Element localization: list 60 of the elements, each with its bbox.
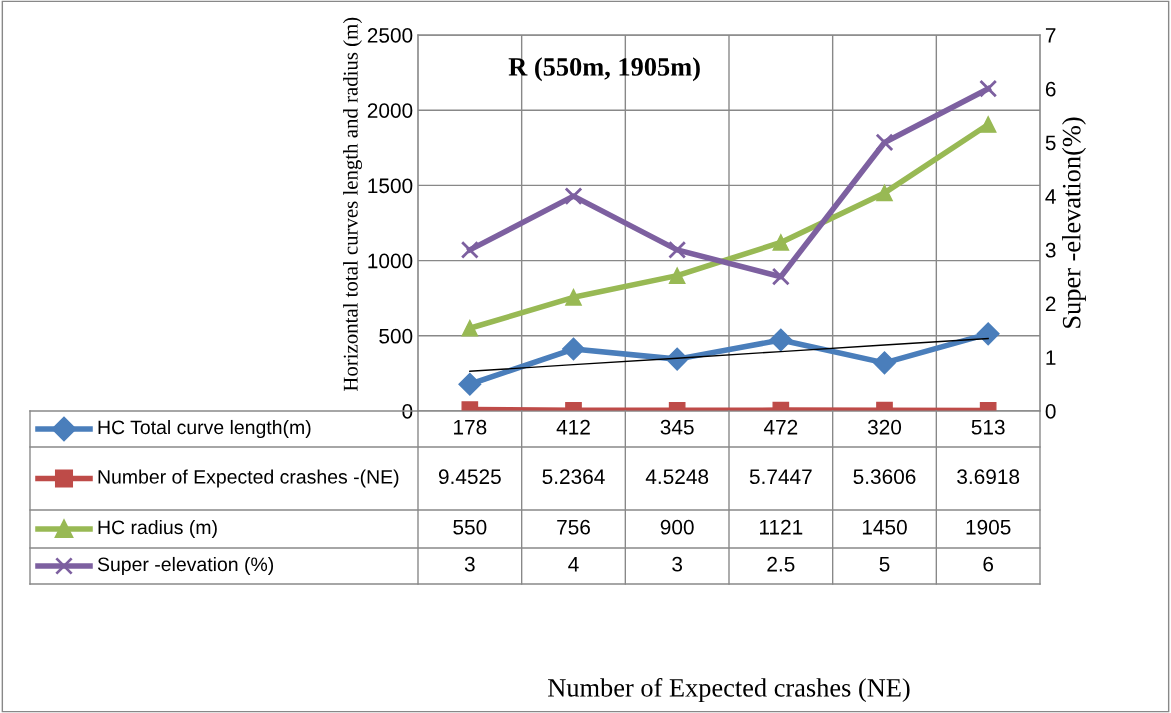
legend-label: Super -elevation (%) — [97, 556, 274, 576]
data-label: 320 — [867, 419, 902, 435]
point — [668, 240, 687, 259]
y2-tick-label: 3 — [1045, 242, 1056, 258]
point — [976, 322, 1000, 346]
data-label: 1905 — [966, 519, 1011, 535]
y-tick-label: 500 — [379, 328, 413, 344]
y2-tick-label: 5 — [1045, 135, 1056, 151]
text: R (550m, 1905m) — [508, 57, 700, 82]
y-tick-label: 0 — [402, 404, 413, 419]
data-label: 412 — [556, 419, 590, 435]
data-label: 178 — [454, 419, 487, 435]
legend-label: HC radius (m) — [98, 519, 217, 539]
y-tick-label: 1000 — [368, 253, 413, 269]
data-label: 1450 — [862, 519, 907, 535]
y2-tick-label: 6 — [1045, 81, 1056, 97]
point — [771, 267, 790, 286]
data-label: 5.2364 — [542, 469, 605, 485]
y2-tick-label: 1 — [1046, 350, 1056, 365]
data-label: 3 — [464, 556, 475, 572]
y2-tick-label: 7 — [1045, 28, 1056, 43]
point — [772, 234, 790, 251]
data-label: 2.5 — [767, 556, 795, 572]
y2-tick-label: 4 — [1045, 189, 1056, 204]
data-label: 472 — [763, 419, 798, 435]
data-label: 900 — [660, 519, 694, 535]
data-label: 5 — [879, 557, 890, 572]
data-label: 5.7447 — [749, 469, 812, 485]
data-label: 1121 — [760, 519, 803, 535]
point — [876, 184, 893, 202]
point — [564, 187, 583, 206]
data-label: 4.5248 — [645, 469, 709, 485]
point — [460, 240, 479, 259]
data-label: 550 — [453, 519, 487, 535]
point — [562, 337, 585, 361]
data-label: 345 — [660, 419, 694, 435]
data-label: 3 — [672, 556, 683, 572]
y-tick-label: 2500 — [367, 28, 413, 43]
data-label: 9.4525 — [438, 469, 501, 485]
data-label: 3.6918 — [957, 469, 1020, 485]
text: Number of Expected crashes (NE) — [548, 677, 910, 703]
point — [979, 79, 998, 98]
legend-label: HC Total curve length(m) — [98, 419, 311, 439]
point — [875, 133, 894, 152]
point — [668, 267, 686, 284]
point — [461, 319, 479, 337]
data-label: 5.3606 — [853, 469, 916, 485]
data-label: 6 — [983, 556, 994, 572]
point — [769, 328, 793, 352]
data-label: 513 — [971, 419, 1005, 435]
data-label: 756 — [557, 519, 590, 535]
y2-tick-label: 0 — [1045, 404, 1056, 419]
y-tick-label: 1500 — [368, 178, 413, 194]
y2-axis-title: Super -elevation(%) — [1062, 117, 1086, 328]
y2-tick-label: 2 — [1045, 296, 1056, 312]
point — [565, 288, 582, 306]
y-axis-title: Horizontal total curves length and radius (m) — [343, 17, 363, 392]
data-label: 4 — [568, 557, 579, 572]
y-tick-label: 2000 — [367, 103, 413, 118]
legend-label: Number of Expected crashes -(NE) — [98, 469, 399, 488]
